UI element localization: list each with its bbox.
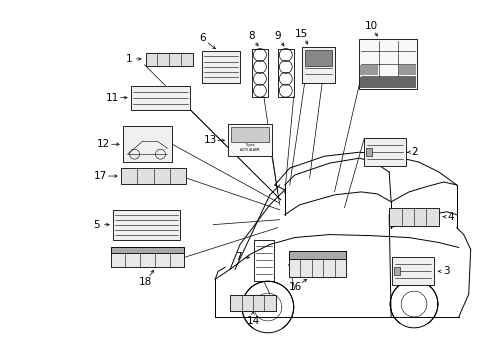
Text: 4: 4 <box>447 212 453 222</box>
Text: 17: 17 <box>94 171 107 181</box>
Bar <box>121 168 186 184</box>
Bar <box>304 50 332 66</box>
Bar <box>145 53 193 66</box>
Bar <box>111 247 184 253</box>
Bar <box>391 257 433 285</box>
Text: 15: 15 <box>294 29 307 39</box>
Text: Toyota
AUTO ALARM: Toyota AUTO ALARM <box>240 143 259 152</box>
Bar <box>202 51 240 83</box>
Text: 11: 11 <box>106 93 119 103</box>
Bar <box>251 49 267 96</box>
Text: 3: 3 <box>443 266 449 276</box>
Text: 14: 14 <box>246 316 259 326</box>
Bar <box>277 49 293 96</box>
Bar <box>359 39 416 89</box>
Bar <box>130 86 190 109</box>
Bar <box>122 126 172 162</box>
Bar <box>230 295 275 311</box>
Bar <box>253 239 273 281</box>
Bar <box>227 125 271 156</box>
Text: 7: 7 <box>234 252 241 262</box>
Text: 8: 8 <box>248 31 255 41</box>
Text: 6: 6 <box>199 33 205 43</box>
Bar <box>393 267 399 275</box>
Bar <box>366 148 371 156</box>
Text: 10: 10 <box>364 21 377 31</box>
Bar <box>231 127 268 142</box>
Text: 13: 13 <box>203 135 216 145</box>
Bar <box>113 210 180 239</box>
Bar <box>288 251 346 277</box>
Text: 12: 12 <box>97 139 110 149</box>
Text: 5: 5 <box>93 220 100 230</box>
Bar <box>301 47 335 83</box>
Text: 16: 16 <box>288 282 302 292</box>
Bar <box>288 251 346 259</box>
Text: 2: 2 <box>411 147 417 157</box>
Bar <box>111 247 184 267</box>
Text: 1: 1 <box>125 54 132 64</box>
Text: 9: 9 <box>274 31 281 41</box>
Bar <box>360 65 377 75</box>
Bar <box>360 77 415 88</box>
Bar <box>388 208 438 226</box>
Bar <box>364 138 405 166</box>
Bar <box>398 65 415 75</box>
Text: 18: 18 <box>139 277 152 287</box>
